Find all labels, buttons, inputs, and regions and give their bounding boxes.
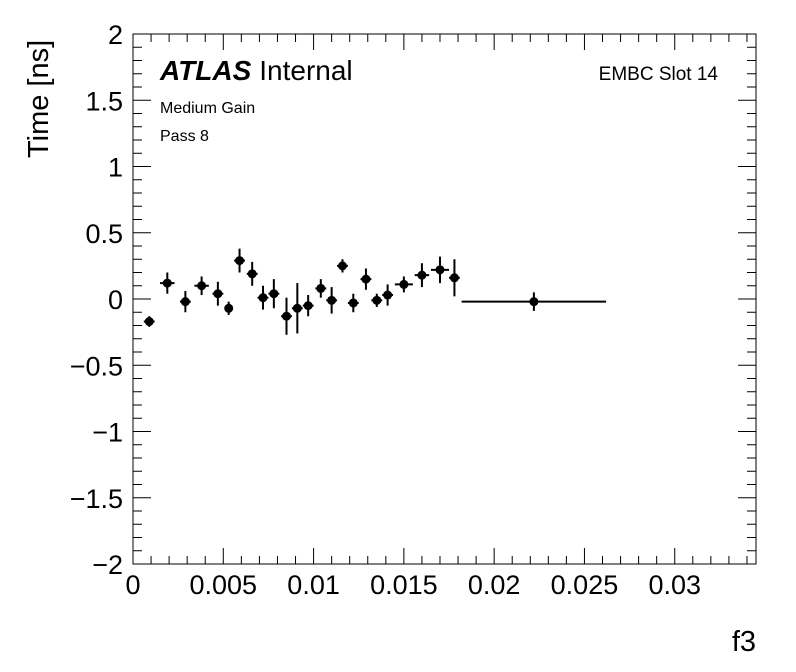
- data-point: [224, 301, 234, 315]
- y-tick-label: 1: [108, 153, 123, 183]
- point-marker: [197, 281, 207, 291]
- data-point: [246, 261, 258, 286]
- y-tick-label: −1: [92, 418, 123, 448]
- point-marker: [449, 273, 459, 283]
- data-point: [257, 285, 269, 310]
- y-tick-label: 0: [108, 285, 123, 315]
- x-tick-label: 0.005: [190, 570, 258, 600]
- data-point: [430, 256, 450, 284]
- point-marker: [180, 297, 190, 307]
- point-marker: [417, 270, 427, 280]
- point-marker: [372, 295, 382, 305]
- axis-ticks: [132, 33, 756, 565]
- y-tick-label: −0.5: [70, 351, 123, 381]
- data-point: [234, 248, 245, 273]
- x-tick-label: 0.025: [551, 570, 619, 600]
- region-label: EMBC Slot 14: [599, 64, 719, 85]
- gain-label: Medium Gain: [160, 100, 255, 117]
- point-marker: [292, 303, 302, 313]
- data-point: [360, 268, 372, 290]
- point-marker: [213, 289, 223, 299]
- y-tick-labels: −2 −1.5 −1 −0.5 0 0.5 1 1.5 2: [70, 20, 123, 580]
- data-point: [337, 259, 348, 273]
- point-marker: [224, 303, 234, 313]
- data-point: [268, 279, 280, 309]
- data-point: [315, 279, 327, 298]
- data-point: [449, 259, 460, 297]
- x-tick-labels: 0 0.005 0.01 0.015 0.02 0.025 0.03: [125, 570, 701, 600]
- y-tick-label: 1.5: [85, 86, 123, 116]
- atlas-label: ATLAS Internal: [159, 55, 353, 86]
- atlas-experiment: ATLAS: [159, 55, 252, 86]
- x-tick-label: 0.03: [648, 570, 701, 600]
- data-point: [302, 295, 314, 317]
- data-point: [394, 276, 413, 293]
- data-point: [461, 292, 607, 311]
- point-marker: [247, 269, 257, 279]
- data-point: [326, 287, 338, 314]
- point-marker: [348, 298, 358, 308]
- point-marker: [316, 283, 326, 293]
- point-marker: [361, 274, 371, 284]
- point-marker: [383, 290, 393, 300]
- data-points: [143, 248, 607, 335]
- atlas-status: Internal: [259, 55, 352, 86]
- y-tick-label: 2: [108, 20, 123, 50]
- data-point: [143, 316, 155, 327]
- point-marker: [162, 278, 172, 288]
- point-marker: [327, 295, 337, 305]
- point-marker: [281, 311, 291, 321]
- data-point: [291, 283, 303, 334]
- point-marker: [529, 297, 539, 307]
- y-tick-label: −1.5: [70, 484, 123, 514]
- y-tick-label: −2: [92, 550, 123, 580]
- point-marker: [303, 301, 313, 311]
- x-tick-label: 0.015: [370, 570, 438, 600]
- data-point: [179, 291, 191, 313]
- point-marker: [269, 289, 279, 299]
- x-tick-label: 0.01: [287, 570, 340, 600]
- point-marker: [399, 279, 409, 289]
- data-point: [212, 281, 224, 306]
- data-point: [382, 284, 394, 306]
- point-marker: [337, 261, 347, 271]
- data-point: [281, 297, 292, 335]
- x-axis-label: f3: [732, 626, 756, 658]
- point-marker: [258, 293, 268, 303]
- data-point: [194, 276, 209, 296]
- data-point: [371, 293, 383, 307]
- data-point: [160, 272, 175, 294]
- point-marker: [435, 265, 445, 275]
- data-point: [414, 263, 430, 288]
- y-tick-label: 0.5: [85, 219, 123, 249]
- y-axis-label: Time [ns]: [23, 40, 55, 158]
- point-marker: [235, 256, 245, 266]
- point-marker: [144, 317, 154, 327]
- pass-label: Pass 8: [160, 128, 209, 145]
- x-tick-label: 0: [125, 570, 140, 600]
- x-tick-label: 0.02: [468, 570, 521, 600]
- data-point: [347, 293, 359, 313]
